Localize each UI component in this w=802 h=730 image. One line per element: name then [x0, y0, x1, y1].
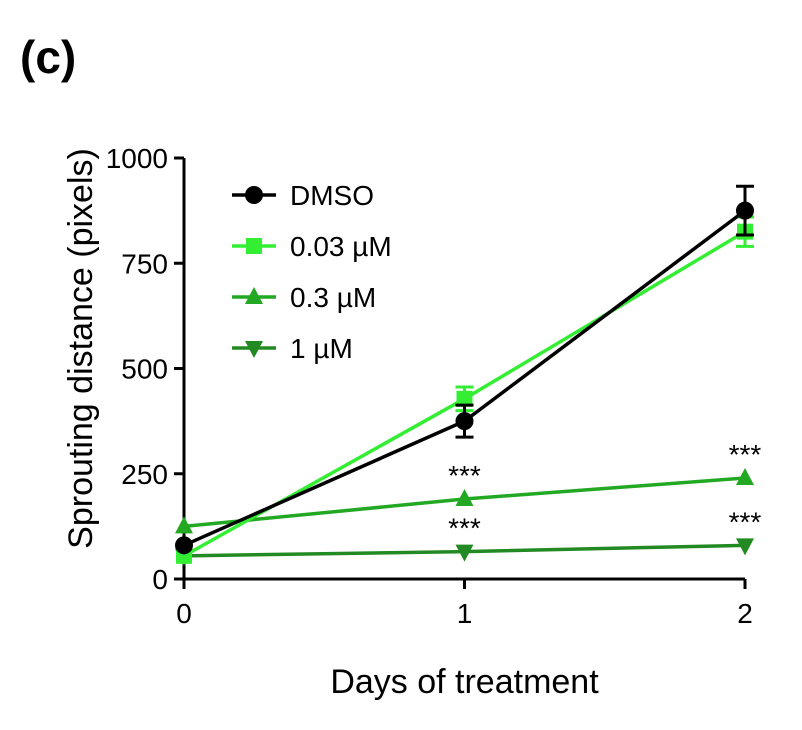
- legend-label-0-03-m: 0.03 µM: [290, 231, 392, 262]
- legend-marker-0-03-m: [246, 238, 262, 254]
- legend-label-dmso: DMSO: [290, 180, 374, 211]
- significance-annotation: ***: [448, 513, 481, 544]
- significance-annotation: ***: [729, 506, 762, 537]
- data-point-1-m: [736, 538, 754, 556]
- data-point-0-3-m: [455, 489, 474, 507]
- x-tick-label: 2: [737, 598, 753, 629]
- y-tick-label: 250: [121, 459, 168, 490]
- data-point-1-m: [455, 544, 474, 562]
- data-point-dmso: [455, 412, 474, 431]
- x-tick-label: 0: [176, 598, 192, 629]
- y-tick-label: 750: [121, 248, 168, 279]
- x-axis-label: Days of treatment: [330, 663, 599, 701]
- legend-label-0-3-m: 0.3 µM: [290, 282, 376, 313]
- panel-label: (c): [20, 31, 77, 83]
- significance-annotation: ***: [729, 439, 762, 470]
- legend-marker-dmso: [245, 186, 263, 204]
- x-tick-label: 1: [457, 598, 473, 629]
- legend-label-1-m: 1 µM: [290, 333, 353, 364]
- legend-marker-1-m: [245, 341, 263, 358]
- y-tick-label: 500: [121, 354, 168, 385]
- data-point-dmso: [175, 536, 193, 555]
- data-point-0-03-m: [456, 390, 473, 407]
- y-tick-label: 1000: [106, 143, 168, 174]
- y-tick-label: 0: [152, 564, 168, 595]
- significance-annotation: ***: [448, 460, 481, 491]
- data-point-0-3-m: [175, 516, 193, 534]
- data-point-0-3-m: [736, 467, 754, 485]
- legend-marker-0-3-m: [245, 287, 263, 304]
- y-axis-label: Sprouting distance (pixels): [62, 148, 100, 549]
- data-point-dmso: [736, 201, 754, 220]
